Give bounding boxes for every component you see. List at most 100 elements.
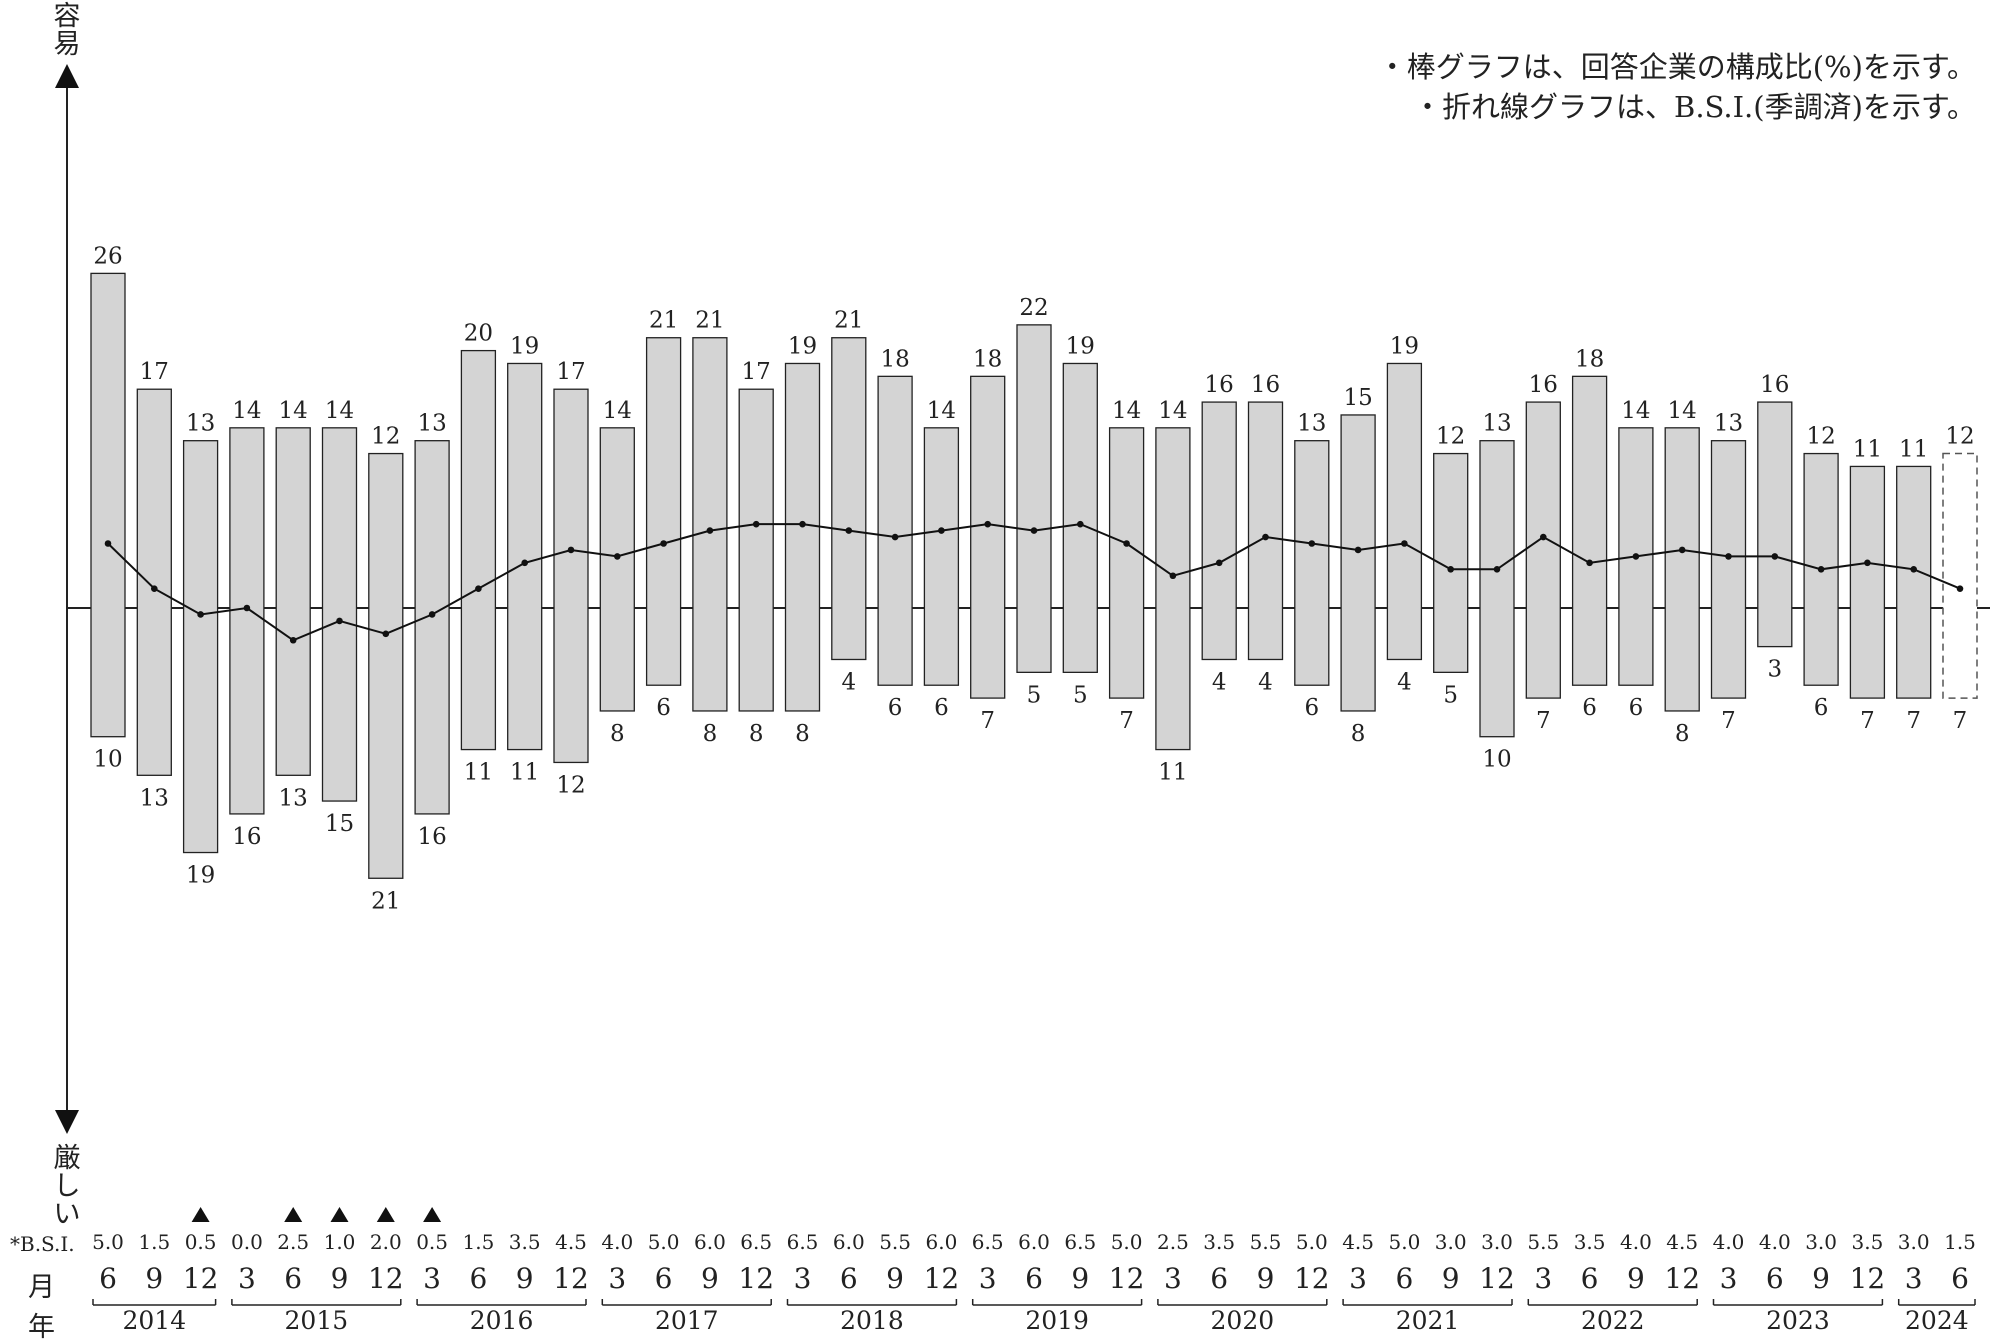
month-label: 6 (1395, 1262, 1413, 1295)
bar-label-easy: 12 (1945, 424, 1974, 450)
bsi-point (1817, 566, 1825, 573)
bar-label-hard: 11 (1158, 760, 1187, 786)
note-bar-chart: ・棒グラフは、回答企業の構成比(%)を示す。 (1377, 50, 1976, 84)
bsi-point (1678, 546, 1686, 554)
month-label: 9 (1627, 1262, 1645, 1295)
year-label: 2017 (655, 1306, 719, 1332)
bar (1386, 362, 1423, 661)
negative-marker-icon (376, 1207, 395, 1222)
month-label: 9 (701, 1262, 719, 1295)
month-label: 12 (183, 1262, 219, 1295)
bar-label-easy: 13 (417, 411, 446, 437)
month-label: 3 (1164, 1262, 1182, 1295)
bar-label-easy: 12 (1436, 424, 1465, 450)
bsi-value-label: 3.0 (1898, 1230, 1930, 1254)
arrow-up-icon (55, 64, 79, 88)
month-label: 12 (924, 1262, 960, 1295)
row-label-bsi: *B.S.I. (10, 1232, 75, 1256)
bar-label-hard: 8 (795, 721, 810, 747)
bsi-value-label: 6.0 (1018, 1230, 1050, 1254)
bsi-value-label: 3.5 (509, 1230, 541, 1254)
month-label: 6 (840, 1262, 858, 1295)
bar-label-hard: 7 (1953, 708, 1968, 734)
bsi-point (799, 520, 806, 528)
bsi-value-label: 3.0 (1435, 1230, 1467, 1254)
bar-label-hard: 6 (1582, 695, 1597, 721)
bar-label-easy: 13 (1297, 411, 1326, 437)
month-label: 9 (1812, 1262, 1830, 1295)
bsi-point (1725, 553, 1732, 560)
bar-label-easy: 16 (1251, 372, 1280, 398)
bsi-point (1864, 559, 1871, 567)
bar-label-easy: 14 (927, 398, 956, 424)
bsi-value-label: 3.0 (1481, 1230, 1513, 1254)
year-label: 2024 (1905, 1306, 1969, 1332)
bar (321, 427, 358, 802)
bar-label-easy: 17 (556, 359, 585, 385)
bsi-value-label: 4.0 (1713, 1230, 1745, 1254)
bsi-point (706, 527, 714, 534)
bar-label-hard: 11 (510, 760, 539, 786)
bsi-line-layer (104, 520, 1964, 644)
bar (1710, 440, 1747, 699)
bsi-point (1030, 527, 1038, 534)
axis-label-hard-3: い (53, 1199, 81, 1230)
month-label: 12 (1479, 1262, 1515, 1295)
bar-label-easy: 13 (1482, 411, 1511, 437)
month-label: 12 (1664, 1262, 1700, 1295)
month-label: 6 (469, 1262, 487, 1295)
negative-marker-icon (423, 1207, 442, 1222)
bar (831, 337, 867, 661)
bsi-value-label: 1.5 (138, 1230, 170, 1254)
month-label: 3 (1534, 1262, 1552, 1295)
month-label: 3 (794, 1262, 812, 1295)
bar-label-hard: 8 (1675, 721, 1690, 747)
bsi-point (1123, 540, 1130, 547)
month-label: 3 (608, 1262, 626, 1295)
bsi-value-label: 0.0 (231, 1230, 263, 1254)
bar-label-hard: 7 (1119, 708, 1134, 734)
bar (1896, 465, 1932, 699)
bsi-value-label: 5.0 (1111, 1230, 1143, 1254)
bsi-point (289, 636, 297, 644)
bar-label-hard: 4 (1212, 669, 1227, 695)
bar-label-hard: 13 (140, 785, 169, 811)
row-label-year: 年 (28, 1312, 55, 1343)
bsi-value-label: 5.5 (1527, 1230, 1559, 1254)
bar-label-easy: 15 (1343, 385, 1372, 411)
bsi-value-label: 1.5 (1944, 1230, 1976, 1254)
bsi-point (521, 559, 528, 567)
bar (182, 440, 219, 854)
arrow-down-icon (55, 1110, 79, 1134)
bar (1479, 440, 1515, 738)
bsi-point (1771, 553, 1779, 560)
bsi-value-label: 5.0 (1388, 1230, 1420, 1254)
bar (784, 362, 821, 712)
row-label-month: 月 (28, 1272, 55, 1303)
bsi-point (1540, 533, 1547, 541)
bsi-value-label: 6.0 (833, 1230, 865, 1254)
bar-label-hard: 8 (749, 721, 764, 747)
bsi-point (1632, 553, 1640, 560)
negative-marker-icon (191, 1207, 210, 1222)
year-label: 2018 (840, 1306, 904, 1332)
bsi-point (891, 533, 899, 541)
bar (1664, 427, 1700, 712)
bsi-point (984, 520, 991, 528)
bar (1108, 427, 1145, 699)
bar-label-hard: 7 (1860, 708, 1875, 734)
bar-label-easy: 19 (1066, 333, 1095, 359)
bar-label-easy: 14 (325, 398, 354, 424)
bar-label-hard: 8 (610, 721, 625, 747)
bsi-point (1308, 540, 1316, 547)
bsi-point (1169, 572, 1177, 580)
bsi-value-label: 1.5 (462, 1230, 494, 1254)
bsi-point (1401, 540, 1408, 547)
bars-layer (90, 272, 1978, 879)
year-label: 2019 (1025, 1306, 1089, 1332)
month-label: 6 (1766, 1262, 1784, 1295)
note-line-chart: ・折れ線グラフは、B.S.I.(季調済)を示す。 (1413, 90, 1976, 124)
bar-label-hard: 7 (1906, 708, 1921, 734)
month-label: 12 (738, 1262, 774, 1295)
bsi-point (336, 617, 343, 625)
